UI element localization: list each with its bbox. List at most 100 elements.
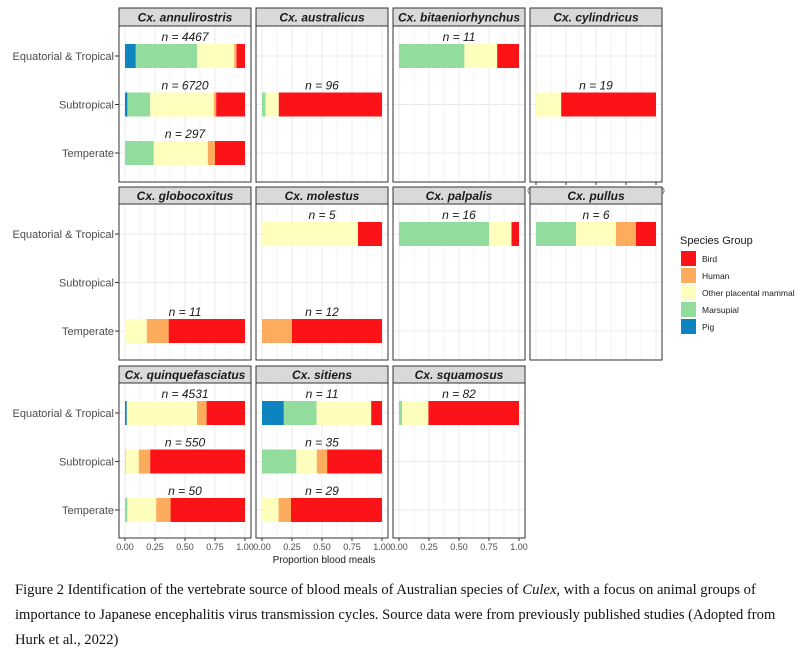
facet-title: Cx. quinquefasciatus [125, 368, 246, 382]
bar-segment-human [316, 449, 328, 474]
bar-segment-marsupial [399, 401, 402, 425]
legend-swatch [681, 302, 696, 317]
y-tick-label: Equatorial & Tropical [13, 229, 115, 241]
legend-swatch [681, 251, 696, 266]
bar-segment-other-placental-mammal [262, 222, 358, 246]
y-tick-label: Temperate [62, 505, 114, 517]
y-tick-label: Temperate [62, 148, 114, 160]
bar-segment-bird [635, 222, 656, 246]
legend-swatch [681, 319, 696, 334]
faceted-bar-chart: Equatorial & Tropical Subtropical Temperat… [13, 7, 795, 566]
bar-segment-marsupial [399, 44, 465, 68]
n-label: n = 19 [579, 79, 613, 93]
bar-segment-bird [290, 498, 382, 522]
bar-segment-other-placental-mammal [464, 44, 498, 68]
bar-segment-other-placental-mammal [489, 222, 512, 246]
n-label: n = 4531 [161, 387, 208, 401]
bar-segment-human [234, 44, 237, 68]
x-tick-label: 0.75 [480, 542, 498, 552]
bar-segment-human [262, 319, 292, 343]
bar-segment-other-placental-mammal [125, 319, 147, 343]
bar-segment-marsupial [399, 222, 489, 246]
bar-segment-bird [168, 319, 245, 343]
n-label: n = 550 [165, 436, 206, 450]
bar-segment-human [615, 222, 636, 246]
panel-border [255, 25, 389, 183]
n-label: n = 4467 [161, 30, 209, 44]
panel-border [392, 203, 526, 361]
x-tick-label: 1.00 [510, 542, 528, 552]
bar-segment-bird [150, 449, 245, 474]
bar-segment-marsupial [283, 401, 317, 425]
n-label: n = 11 [306, 387, 339, 401]
y-tick-label: Equatorial & Tropical [13, 51, 115, 63]
bar-segment-bird [511, 222, 519, 246]
n-label: n = 16 [442, 208, 476, 222]
bar-segment-other-placental-mammal [150, 92, 214, 117]
x-tick-label: 0.75 [206, 542, 224, 552]
bar-segment-marsupial [125, 498, 128, 522]
bar-segment-other-placental-mammal [296, 449, 317, 474]
facet-title: Cx. bitaeniorhynchus [398, 11, 520, 25]
legend-swatch [681, 285, 696, 300]
n-label: n = 50 [168, 484, 202, 498]
legend-label: Bird [702, 254, 717, 264]
bar-segment-marsupial [127, 92, 151, 117]
n-label: n = 96 [305, 79, 339, 93]
x-tick-label: 0.50 [176, 542, 194, 552]
bar-segment-other-placental-mammal [126, 401, 197, 425]
bar-segment-human [146, 319, 169, 343]
bar-segment-pig [125, 92, 128, 117]
n-label: n = 11 [169, 305, 202, 319]
facet-title: Cx. cylindricus [553, 11, 639, 25]
n-label: n = 6720 [161, 79, 208, 93]
x-tick-label: 1.00 [236, 542, 254, 552]
bar-segment-marsupial [125, 141, 154, 165]
caption-suffix: , with a focus on animal groups of impor… [15, 582, 776, 648]
legend-label: Other placental mammal [702, 288, 795, 298]
x-tick-label: 0.25 [420, 542, 438, 552]
bar-segment-other-placental-mammal [265, 92, 279, 117]
bar-segment-marsupial [125, 449, 126, 474]
bar-segment-marsupial [262, 92, 266, 117]
x-tick-label: 0.00 [116, 542, 134, 552]
x-tick-label: 0.25 [146, 542, 164, 552]
panel-border [118, 203, 252, 361]
n-label: n = 5 [308, 208, 335, 222]
facet-title: Cx. australicus [279, 11, 365, 25]
panel-border [529, 203, 663, 361]
facet-title: Cx. globocoxitus [137, 189, 234, 203]
n-label: n = 12 [305, 305, 339, 319]
bar-segment-marsupial [135, 44, 197, 68]
facet-title: Cx. palpalis [426, 189, 493, 203]
bar-segment-human [213, 92, 217, 117]
bar-segment-pig [125, 44, 136, 68]
bar-segment-other-placental-mammal [127, 498, 157, 522]
n-label: n = 297 [165, 127, 207, 141]
figure-caption: Figure 2 Identification of the vertebrat… [15, 578, 795, 653]
legend-label: Pig [702, 322, 715, 332]
x-tick-label: 0.25 [283, 542, 301, 552]
bar-segment-bird [278, 92, 382, 117]
n-label: n = 6 [582, 208, 609, 222]
y-tick-label: Subtropical [59, 457, 114, 469]
n-label: n = 82 [442, 387, 476, 401]
bar-segment-bird [236, 44, 245, 68]
bar-segment-bird [371, 401, 382, 425]
bar-segment-other-placental-mammal [536, 92, 562, 117]
bar-segment-bird [216, 92, 245, 117]
x-tick-label: 1.00 [373, 542, 391, 552]
bar-segment-human [278, 498, 291, 522]
legend-label: Human [702, 271, 730, 281]
n-label: n = 11 [443, 30, 476, 44]
n-label: n = 29 [305, 484, 339, 498]
bar-segment-other-placental-mammal [153, 141, 208, 165]
bar-segment-bird [358, 222, 382, 246]
x-tick-label: 0.00 [253, 542, 271, 552]
bar-segment-pig [262, 401, 284, 425]
facet-title: Cx. molestus [285, 189, 360, 203]
bar-segment-bird [497, 44, 519, 68]
x-tick-label: 0.50 [450, 542, 468, 552]
bar-segment-other-placental-mammal [262, 498, 279, 522]
y-tick-label: Subtropical [59, 278, 114, 290]
